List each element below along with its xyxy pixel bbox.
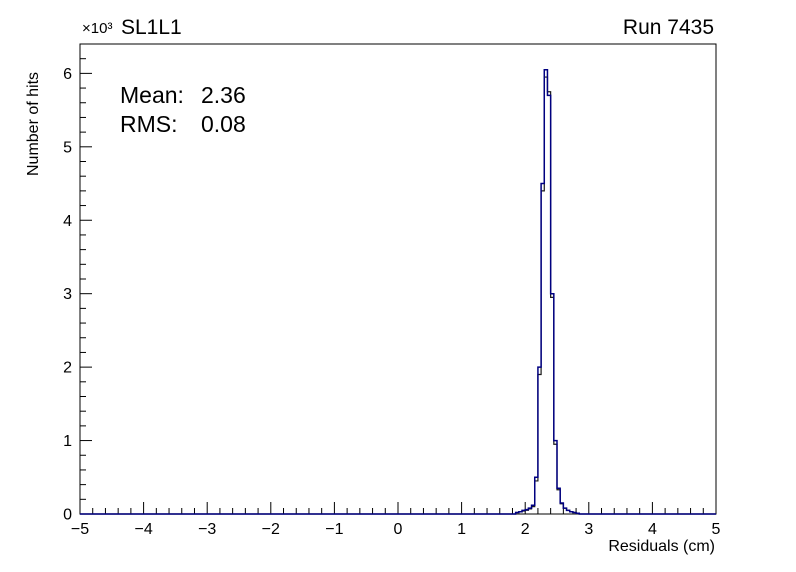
stat-mean-value: 2.36 [201, 82, 246, 108]
histogram-series [80, 68, 716, 515]
y-axis-major-ticks [80, 72, 92, 515]
x-tick-label: 4 [648, 521, 657, 538]
x-tick-label: 3 [584, 521, 593, 538]
x-tick-label: −4 [134, 521, 152, 538]
stat-rms-label: RMS: [120, 111, 178, 137]
x-tick-label: 0 [394, 521, 403, 538]
y-axis-title: Number of hits [25, 72, 42, 176]
y-tick-label: 2 [63, 360, 72, 377]
stat-rms-value: 0.08 [201, 111, 246, 137]
y-tick-label: 4 [63, 213, 72, 230]
x-tick-label: −1 [325, 521, 343, 538]
x-axis-minor-ticks [92, 508, 704, 514]
y-tick-label: 3 [63, 286, 72, 303]
y-tick-label: 1 [63, 433, 72, 450]
x-axis-title: Residuals (cm) [608, 538, 715, 555]
x-axis-major-ticks [79, 502, 717, 514]
y-axis-tick-labels: 0 1 2 3 4 5 6 [63, 66, 72, 524]
plot-title: SL1L1 [121, 16, 182, 39]
y-tick-label: 0 [63, 507, 72, 524]
histogram-outline [80, 76, 716, 515]
x-tick-label: 5 [712, 521, 721, 538]
x-tick-label: −2 [262, 521, 280, 538]
x-tick-label: 1 [457, 521, 466, 538]
x-tick-label: −3 [198, 521, 216, 538]
y-tick-label: 6 [63, 66, 72, 83]
x-tick-label: −5 [71, 521, 89, 538]
stat-mean-label: Mean: [120, 82, 184, 108]
y-axis-minor-ticks [80, 43, 86, 500]
histogram-overlay [80, 68, 716, 515]
run-label: Run 7435 [623, 16, 714, 39]
x-axis-tick-labels: −5 −4 −3 −2 −1 0 1 2 3 4 5 [71, 521, 721, 538]
x-tick-label: 2 [521, 521, 530, 538]
y-axis-multiplier: ×10³ [82, 20, 112, 37]
y-tick-label: 5 [63, 139, 72, 156]
